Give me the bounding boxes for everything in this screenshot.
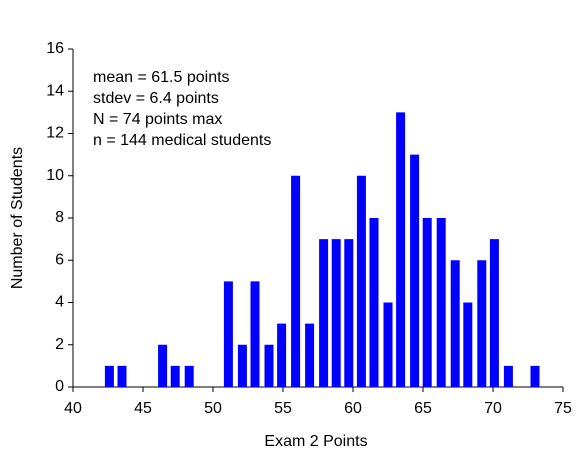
annotation: stdev = 6.4 points: [93, 90, 219, 107]
bar: [477, 260, 487, 387]
x-tick-label: 55: [274, 400, 292, 417]
bar: [503, 365, 513, 387]
bar: [410, 154, 420, 387]
x-tick-label: 70: [484, 400, 502, 417]
bar: [277, 323, 287, 387]
bar: [319, 239, 329, 387]
annotation: N = 74 points max: [93, 111, 222, 128]
bar: [223, 281, 233, 387]
bar: [422, 218, 432, 387]
y-tick-label: 14: [46, 82, 64, 99]
annotation: n = 144 medical students: [93, 132, 271, 149]
bar: [184, 365, 194, 387]
bar: [436, 218, 446, 387]
bar: [237, 344, 247, 387]
x-tick-label: 45: [134, 400, 152, 417]
y-tick-label: 6: [55, 251, 64, 268]
y-tick-label: 4: [55, 294, 64, 311]
bar: [450, 260, 460, 387]
bar: [158, 344, 168, 387]
y-tick-label: 2: [55, 336, 64, 353]
bar: [344, 239, 354, 387]
bar: [356, 175, 366, 387]
y-tick-label: 10: [46, 167, 64, 184]
x-tick-label: 50: [204, 400, 222, 417]
x-tick-label: 65: [414, 400, 432, 417]
bar: [170, 365, 180, 387]
bar: [250, 281, 260, 387]
y-tick-label: 0: [55, 378, 64, 395]
y-tick-label: 12: [46, 125, 64, 142]
y-tick-label: 16: [46, 40, 64, 57]
bar: [396, 112, 406, 387]
bar: [489, 239, 499, 387]
bar: [117, 365, 127, 387]
bar: [331, 239, 341, 387]
annotation: mean = 61.5 points: [93, 69, 230, 86]
bar: [305, 323, 315, 387]
x-tick-label: 75: [554, 400, 572, 417]
bar: [291, 175, 301, 387]
bar: [369, 218, 379, 387]
y-axis-label: Number of Students: [9, 147, 26, 289]
x-tick-label: 60: [344, 400, 362, 417]
y-tick-label: 8: [55, 209, 64, 226]
bar: [530, 365, 540, 387]
bar: [463, 302, 473, 387]
bar: [104, 365, 114, 387]
bar: [383, 302, 393, 387]
x-axis-label: Exam 2 Points: [264, 433, 367, 450]
x-tick-label: 40: [64, 400, 82, 417]
bar: [264, 344, 274, 387]
